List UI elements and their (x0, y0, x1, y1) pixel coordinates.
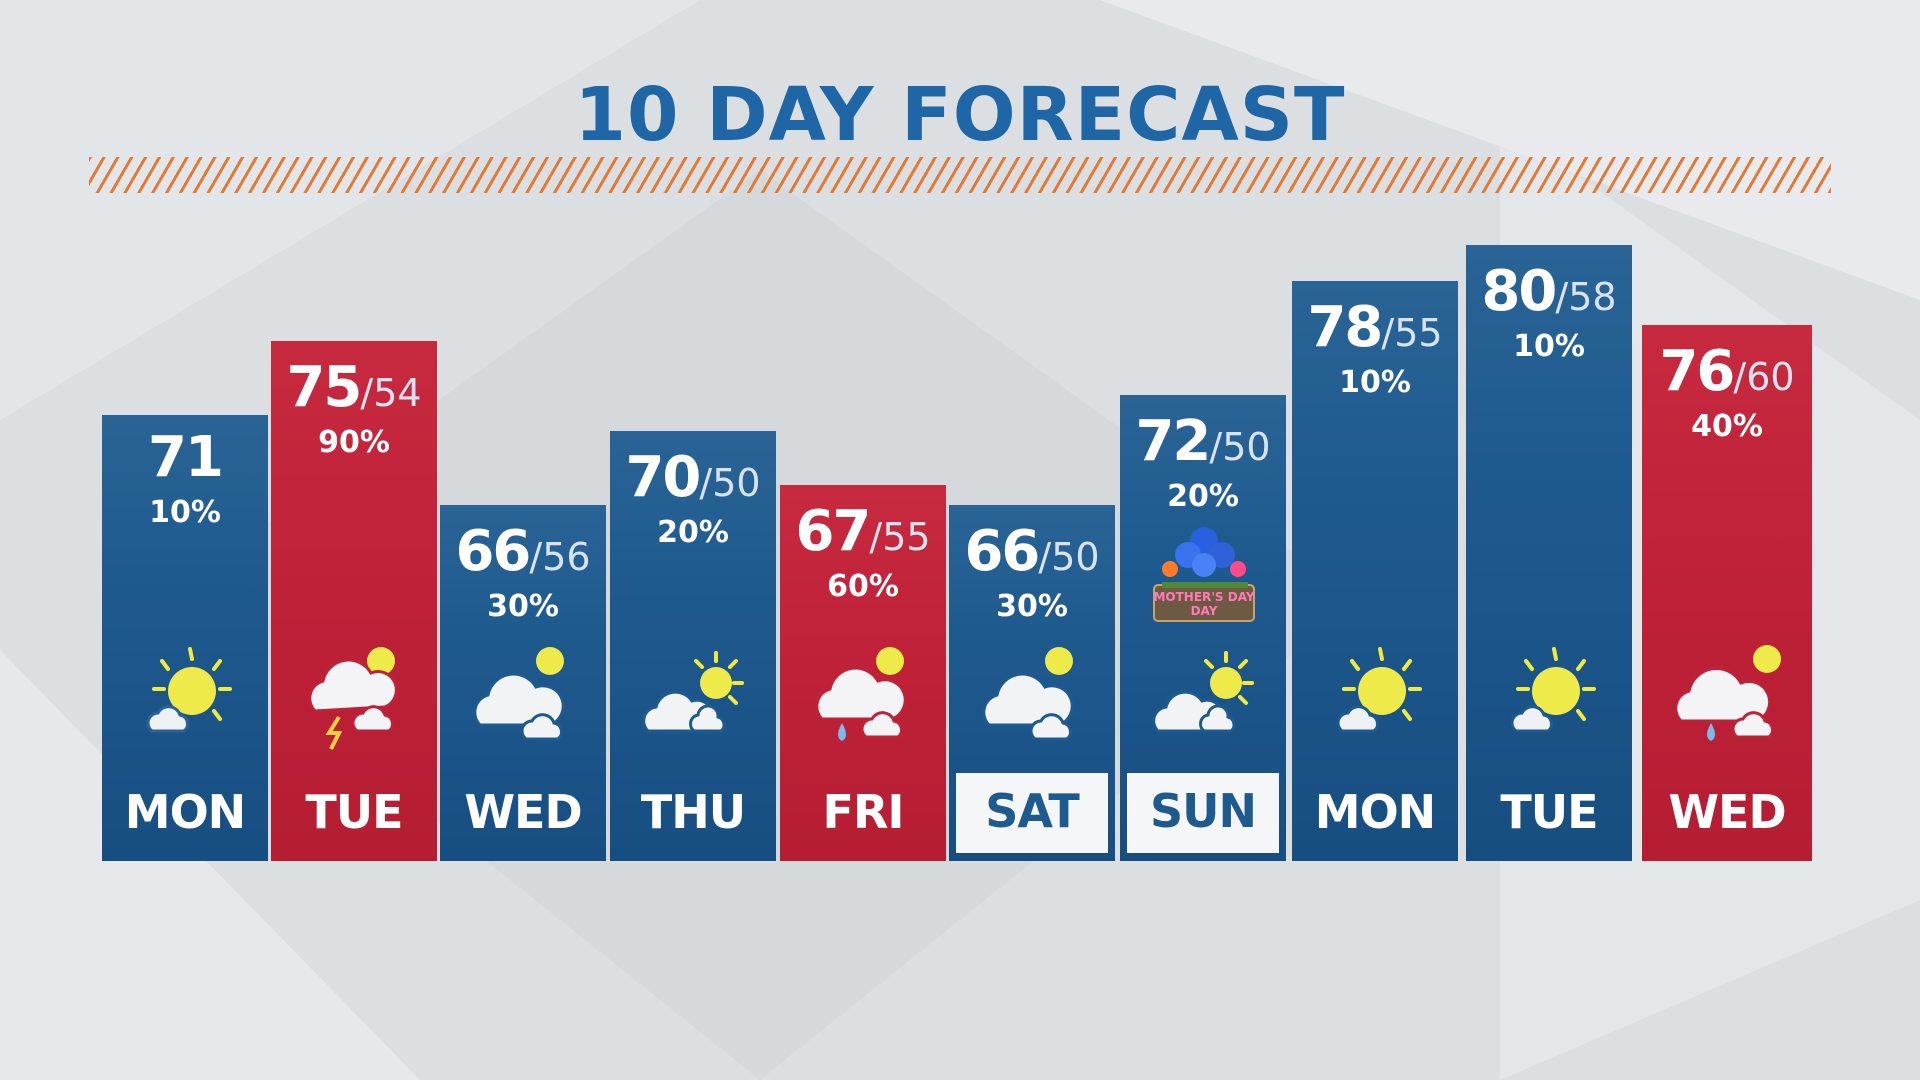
precip-chance: 10% (1339, 365, 1411, 400)
day-label: FRI (822, 785, 905, 839)
temperatures: 78/55 (1292, 295, 1458, 360)
temperatures: 66/56 (440, 519, 606, 584)
day-label: THU (640, 785, 746, 839)
temperatures: 66/50 (949, 519, 1115, 584)
partly-sunny-icon (146, 647, 232, 733)
forecast-day-4: 70/50 20% THU (610, 431, 776, 861)
temperatures: 80/58 (1466, 259, 1632, 324)
temperatures: 67/55 (780, 499, 946, 564)
partly-cloudy-icon (642, 651, 744, 733)
temperatures: 71 (102, 425, 268, 490)
temperatures: 70/50 (610, 445, 776, 510)
high-temp: 66 (964, 519, 1040, 584)
low-temp: /56 (529, 535, 591, 579)
precip-chance: 20% (1167, 479, 1239, 514)
partly-sunny-icon (1510, 647, 1596, 733)
precip-chance: 40% (1691, 409, 1763, 444)
precip-chance: 10% (149, 495, 221, 530)
low-temp: /55 (869, 515, 931, 559)
mostly-cloudy-icon (982, 647, 1074, 741)
low-temp: /50 (699, 461, 761, 505)
forecast-day-1: 71 10% MON (102, 415, 268, 861)
forecast-day-5: 67/55 60% FRI (780, 485, 946, 861)
day-label: MON (124, 785, 246, 839)
low-temp: /58 (1555, 275, 1617, 319)
precip-chance: 30% (487, 589, 559, 624)
forecast-day-7: 72/50 20% MOTHER'S DAY DAY SUN (1120, 395, 1286, 861)
high-temp: 78 (1307, 295, 1383, 360)
forecast-day-2: 75/54 90% TUE (271, 341, 437, 861)
day-label: MON (1314, 785, 1436, 839)
forecast-day-10: 76/60 40% WED (1642, 325, 1812, 861)
thunderstorm-icon (308, 647, 398, 750)
precip-chance: 90% (318, 425, 390, 460)
forecast-day-6: 66/50 30% SAT (949, 505, 1115, 861)
mostly-cloudy-icon (473, 647, 565, 741)
temperatures: 72/50 (1120, 409, 1286, 474)
hatched-divider (89, 157, 1831, 193)
high-temp: 72 (1135, 409, 1211, 474)
forecast-day-8: 78/55 10% MON (1292, 281, 1458, 861)
precip-chance: 30% (996, 589, 1068, 624)
low-temp: /55 (1381, 311, 1443, 355)
precip-chance: 10% (1513, 329, 1585, 364)
day-label: SAT (956, 773, 1108, 853)
temperatures: 75/54 (271, 355, 437, 420)
partly-cloudy-icon (1152, 651, 1254, 733)
low-temp: /50 (1038, 535, 1100, 579)
svg-text:DAY: DAY (1191, 604, 1218, 618)
precip-chance: 20% (657, 515, 729, 550)
low-temp: /50 (1209, 425, 1271, 469)
high-temp: 67 (795, 499, 871, 564)
high-temp: 70 (625, 445, 701, 510)
day-label: WED (1668, 785, 1786, 839)
showers-icon (815, 647, 907, 741)
high-temp: 76 (1659, 339, 1735, 404)
forecast-day-3: 66/56 30% WED (440, 505, 606, 861)
low-temp: /60 (1733, 355, 1795, 399)
mothers-day-flowers-icon: MOTHER'S DAY DAY (1153, 527, 1255, 622)
high-temp: 66 (455, 519, 531, 584)
page-title: 10 DAY FORECAST (574, 72, 1346, 158)
low-temp: /54 (360, 371, 422, 415)
day-label: TUE (305, 785, 403, 839)
partly-sunny-icon (1336, 647, 1422, 733)
precip-chance: 60% (827, 569, 899, 604)
day-label: TUE (1500, 785, 1598, 839)
high-temp: 80 (1481, 259, 1557, 324)
temperatures: 76/60 (1642, 339, 1812, 404)
special-label: MOTHER'S DAY (1153, 590, 1254, 604)
high-temp: 71 (148, 425, 224, 490)
forecast-day-9: 80/58 10% TUE (1466, 245, 1632, 861)
rain-cloudy-icon (1674, 645, 1781, 741)
day-label: SUN (1127, 773, 1279, 853)
high-temp: 75 (286, 355, 362, 420)
day-label: WED (464, 785, 582, 839)
